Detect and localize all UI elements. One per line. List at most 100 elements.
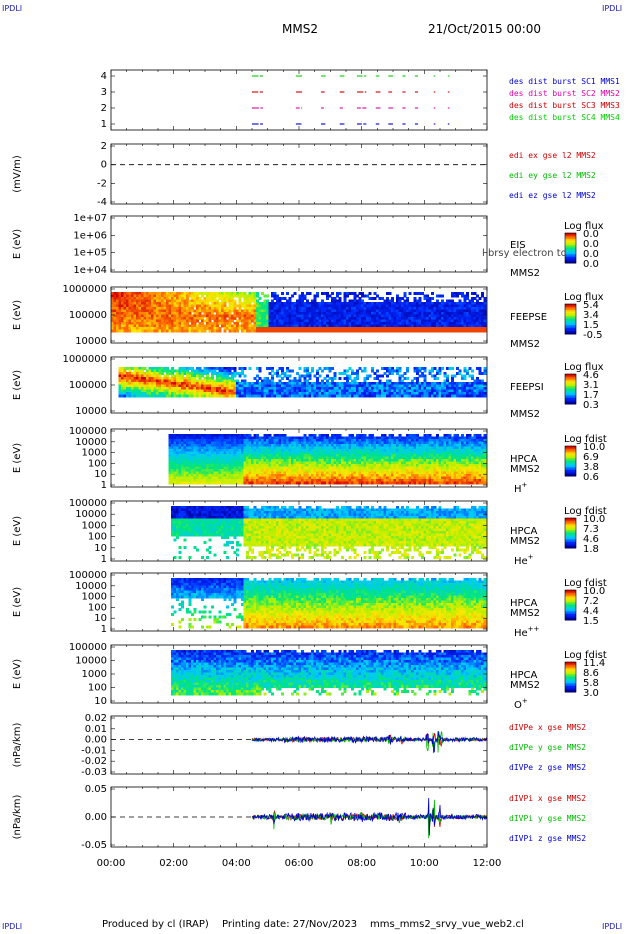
spectrogram-cell <box>466 389 469 393</box>
spectrogram-cell <box>361 294 364 298</box>
spectrogram-cell <box>251 389 254 393</box>
spectrogram-cell <box>208 471 212 475</box>
spectrogram-cell <box>146 312 149 315</box>
spectrogram-cell <box>136 294 139 298</box>
spectrogram-cell <box>211 479 214 482</box>
spectrogram-cell <box>248 459 252 462</box>
spectrogram-cell <box>316 307 319 310</box>
spectrogram-cell <box>268 392 272 395</box>
spectrogram-cell <box>251 466 254 470</box>
spectrogram-cell <box>328 309 332 313</box>
spectrogram-cell <box>441 317 444 320</box>
spectrogram-cell <box>301 299 304 303</box>
spectrogram-cell <box>126 377 129 380</box>
spectrogram-cell <box>168 307 172 310</box>
spectrogram-cell <box>181 466 184 470</box>
spectrogram-cell <box>141 302 144 305</box>
spectrogram-cell <box>418 322 422 325</box>
colorbar-cell <box>565 239 576 241</box>
spectrogram-cell <box>468 302 472 305</box>
spectrogram-cell <box>201 324 204 328</box>
spectrogram-cell <box>408 317 412 320</box>
spectrogram-cell <box>423 294 427 298</box>
spectrogram-cell <box>256 367 259 370</box>
spectrogram-cell <box>173 324 177 328</box>
spectrogram-cell <box>333 309 337 313</box>
spectrogram-cell <box>313 302 317 305</box>
spectrogram-cell <box>273 302 277 305</box>
spectrogram-cell <box>161 322 164 325</box>
spectrogram-cell <box>178 439 182 442</box>
spectrogram-cell <box>396 324 399 328</box>
spectrogram-cell <box>278 466 282 470</box>
spectrogram-cell <box>153 367 157 370</box>
spectrogram-cell <box>261 476 264 480</box>
spectrogram-cell <box>188 384 192 388</box>
spectrogram-cell <box>186 384 189 388</box>
spectrogram-cell <box>191 434 194 437</box>
spectrogram-cell <box>463 374 467 378</box>
spectrogram-cell <box>186 389 189 393</box>
spectrogram-cell <box>238 471 242 475</box>
colorbar-tick-label: -0.5 <box>583 330 603 341</box>
spectrogram-cell <box>196 309 199 313</box>
spectrogram-cell <box>306 299 309 303</box>
spectrogram-cell <box>243 459 247 462</box>
spectrogram-cell <box>393 302 397 305</box>
spectrogram-cell <box>286 464 289 467</box>
spectrogram-cell <box>416 384 419 388</box>
spectrogram-cell <box>163 387 167 390</box>
spectrogram-cell <box>156 302 159 305</box>
spectrogram-cell <box>163 302 167 305</box>
spectrogram-cell <box>183 461 187 465</box>
spectrogram-cell <box>173 451 177 455</box>
spectrogram-cell <box>261 481 264 485</box>
spectrogram-cell <box>193 449 197 452</box>
spectrogram-cell <box>143 307 147 310</box>
spectrogram-cell <box>281 304 284 308</box>
spectrogram-cell <box>396 369 399 373</box>
spectrogram-cell <box>368 324 372 328</box>
spectrogram-cell <box>481 324 484 328</box>
spectrogram-cell <box>191 307 194 310</box>
spectrogram-cell <box>223 292 227 295</box>
spectrogram-cell <box>243 367 247 370</box>
spectrogram-cell <box>131 314 134 318</box>
spectrogram-cell <box>291 379 294 383</box>
spectrogram-cell <box>481 312 484 315</box>
spectrogram-cell <box>228 367 232 370</box>
spectrogram-cell <box>191 394 194 398</box>
spectrogram-cell <box>266 304 269 308</box>
spectrogram-cell <box>298 387 302 390</box>
spectrogram-cell <box>433 312 437 315</box>
spectrogram-cell <box>193 324 197 328</box>
spectrogram-cell <box>376 307 379 310</box>
spectrogram-cell <box>276 449 279 452</box>
spectrogram-cell <box>348 384 352 388</box>
spectrogram-cell <box>438 392 442 395</box>
spectrogram-cell <box>221 294 224 298</box>
spectrogram-cell <box>281 317 284 320</box>
spectrogram-cell <box>268 434 272 437</box>
spectrogram-cell <box>446 367 449 370</box>
spectrogram-cell <box>113 307 117 310</box>
spectrogram-cell <box>258 387 262 390</box>
spectrogram-cell <box>183 459 187 462</box>
spectrogram-cell <box>213 392 217 395</box>
spectrogram-cell <box>266 389 269 393</box>
spectrogram-cell <box>271 374 274 378</box>
spectrogram-cell <box>276 327 279 330</box>
spectrogram-cell <box>128 389 132 393</box>
spectrogram-cell <box>133 382 137 385</box>
spectrogram-cell <box>483 389 487 393</box>
spectrogram-cell <box>331 317 334 320</box>
spectrogram-cell <box>253 444 257 447</box>
spectrogram-cell <box>196 392 199 395</box>
spectrogram-cell <box>246 392 249 395</box>
spectrogram-cell <box>413 292 417 295</box>
spectrogram-cell <box>478 322 482 325</box>
spectrogram-cell <box>156 292 159 295</box>
spectrogram-cell <box>136 307 139 310</box>
spectrogram-cell <box>246 394 249 398</box>
spectrogram-cell <box>128 382 132 385</box>
